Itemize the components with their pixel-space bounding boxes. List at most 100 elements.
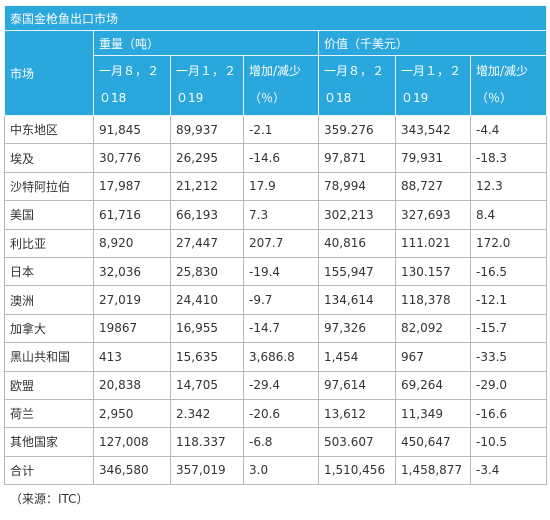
table-cell: 450,647 [395,427,471,457]
header-cell: 市场 [4,30,94,116]
table-cell: 美国 [4,200,94,230]
table-row: 荷兰 2,950 2.342 -20.6 13,612 11,349 -16.6 [4,398,548,429]
table-cell: 2,950 [93,398,171,429]
header-cell: 增加/减少（％） [243,55,319,116]
table-cell: 130.157 [395,256,471,287]
table-cell: -19.4 [243,256,319,287]
table-cell: 8,920 [93,228,171,258]
table-row: 利比亚 8,920 27,447 207.7 40,816 111.021 172.0 [4,228,548,258]
table-cell: 88,727 [395,171,471,202]
table-cell: 25,830 [170,256,244,287]
table-cell: 沙特阿拉伯 [4,171,94,202]
table-cell: 利比亚 [4,228,94,258]
table-cell: -33.5 [469,342,548,372]
table-cell: 357,019 [170,455,244,486]
table-container: 泰国金枪鱼出口市场 市场 重量（吨） 价值（千美元） 一月８，２０18 一月１，２… [3,5,548,486]
table-cell: 12.3 [469,171,548,202]
table-cell: 1,510,456 [318,455,396,486]
source-note: （来源：ITC） [10,492,89,506]
table-row: 合计 346,580 357,019 3.0 1,510,456 1,458,877 -3.… [4,455,548,486]
table-cell: 3.0 [243,455,319,486]
table-cell: 413 [93,342,171,372]
table-cell: 8.4 [469,200,548,230]
table-cell: 11,349 [395,398,471,429]
table-cell: 97,614 [318,370,396,400]
table-row: 澳洲 27,019 24,410 -9.7 134,614 118,378 -12.1 [4,285,548,315]
table: 泰国金枪鱼出口市场 市场 重量（吨） 价值（千美元） 一月８，２０18 一月１，２… [3,5,548,486]
table-cell: 合计 [4,455,94,486]
table-cell: 78,994 [318,171,396,202]
table-cell: -14.7 [243,313,319,344]
table-cell: 127,008 [93,427,171,457]
table-cell: -16.5 [469,256,548,287]
header-cell: 价值（千美元） [317,30,548,56]
table-cell: -15.7 [469,313,548,344]
table-cell: 111.021 [395,228,471,258]
header-row: 市场 重量（吨） 价值（千美元） [4,30,548,116]
table-cell: 澳洲 [4,285,94,315]
table-cell: 134,614 [318,285,396,315]
table-cell: 97,871 [318,143,396,173]
table-cell: -10.5 [469,427,548,457]
table-cell: 155,947 [318,256,396,287]
table-cell: 欧盟 [4,370,94,400]
table-cell: 82,092 [395,313,471,344]
table-row: 加拿大 19867 16,955 -14.7 97,326 82,092 -15.7 [4,313,548,344]
table-cell: 302,213 [318,200,396,230]
table-cell: 346,580 [93,455,171,486]
table-cell: 503.607 [318,427,396,457]
table-cell: 埃及 [4,143,94,173]
table-row: 黑山共和国 413 15,635 3,686.8 1,454 967 -33.5 [4,342,548,372]
title-row: 泰国金枪鱼出口市场 [3,5,548,31]
table-cell: 343,542 [395,114,471,145]
table-row: 美国 61,716 66,193 7.3 302,213 327,693 8.4 [4,200,548,230]
table-cell: -6.8 [243,427,319,457]
table-cell: -29.4 [243,370,319,400]
table-cell: 17.9 [243,171,319,202]
table-cell: 79,931 [395,143,471,173]
table-row: 其他国家 127,008 118.337 -6.8 503.607 450,647 -10.… [4,427,548,457]
table-row: 日本 32,036 25,830 -19.4 155,947 130.157 -16.5 [4,256,548,287]
table-cell: 中东地区 [4,114,94,145]
table-cell: 7.3 [243,200,319,230]
table-cell: -14.6 [243,143,319,173]
table-cell: 327,693 [395,200,471,230]
table-cell: 69,264 [395,370,471,400]
table-cell: 21,212 [170,171,244,202]
table-cell: 17,987 [93,171,171,202]
table-cell: 19867 [93,313,171,344]
table-cell: 91,845 [93,114,171,145]
table-cell: 1,458,877 [395,455,471,486]
table-cell: -20.6 [243,398,319,429]
table-cell: 89,937 [170,114,244,145]
table-cell: 2.342 [170,398,244,429]
table-cell: 14,705 [170,370,244,400]
table-cell: 26,295 [170,143,244,173]
header-cell: 一月１，２０19 [170,55,244,116]
table-cell: -2.1 [243,114,319,145]
table-cell: 30,776 [93,143,171,173]
table-cell: 61,716 [93,200,171,230]
table-cell: 13,612 [318,398,396,429]
table-cell: -16.6 [469,398,548,429]
header-cell: 一月１，２０19 [395,55,471,116]
table-row: 欧盟 20,838 14,705 -29.4 97,614 69,264 -29.0 [4,370,548,400]
header-row: 一月８，２０18 一月１，２０19 增加/减少（％） 一月８，２０18 一月１，２０19… [5,55,548,116]
table-row: 沙特阿拉伯 17,987 21,212 17.9 78,994 88,727 12.3 [4,171,548,202]
table-cell: 3,686.8 [243,342,319,372]
table-cell: 24,410 [170,285,244,315]
header-cell: 一月８，２０18 [318,55,396,116]
header-cell: 增加/减少（％） [469,55,548,116]
table-cell: 66,193 [170,200,244,230]
table-cell: 黑山共和国 [4,342,94,372]
table-cell: -29.0 [469,370,548,400]
table-title: 泰国金枪鱼出口市场 [3,5,548,31]
table-cell: 1,454 [318,342,396,372]
table-cell: 118.337 [170,427,244,457]
table-cell: 118,378 [395,285,471,315]
table-cell: 日本 [4,256,94,287]
table-cell: 16,955 [170,313,244,344]
table-cell: 97,326 [318,313,396,344]
table-cell: -4.4 [469,114,548,145]
